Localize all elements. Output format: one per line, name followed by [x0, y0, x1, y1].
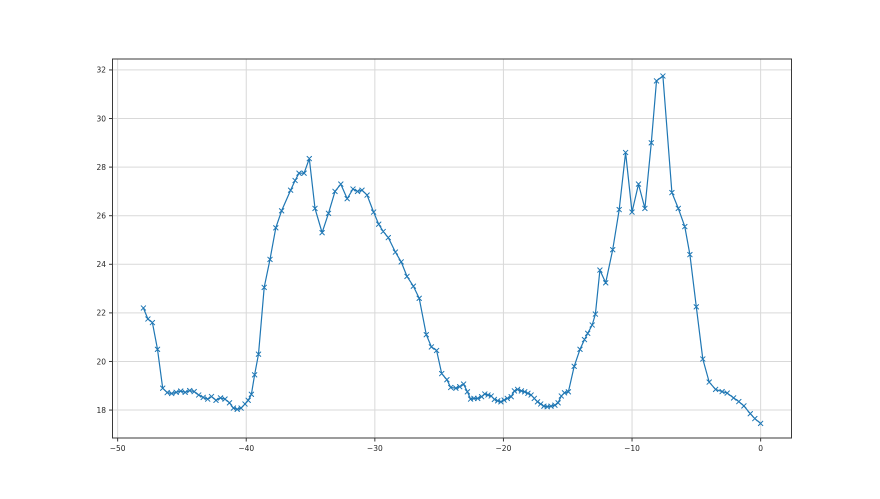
axes-spines [112, 58, 792, 439]
y-tick-label: 28 [96, 163, 106, 172]
x-tick-label: −50 [110, 444, 126, 453]
y-tick-label: 18 [96, 406, 106, 415]
y-tick-label: 24 [96, 260, 106, 269]
y-tick-label: 30 [96, 114, 106, 123]
x-tick-label: −20 [496, 444, 512, 453]
y-tick-label: 22 [96, 309, 106, 318]
x-tick-label: 0 [758, 444, 763, 453]
x-markers [140, 73, 764, 427]
x-tick-label: −10 [624, 444, 640, 453]
y-tick-label: 26 [96, 212, 106, 221]
y-tick-label: 20 [96, 357, 106, 366]
x-tick-label: −30 [367, 444, 383, 453]
y-tick-label: 32 [96, 66, 106, 75]
x-tick-label: −40 [238, 444, 254, 453]
